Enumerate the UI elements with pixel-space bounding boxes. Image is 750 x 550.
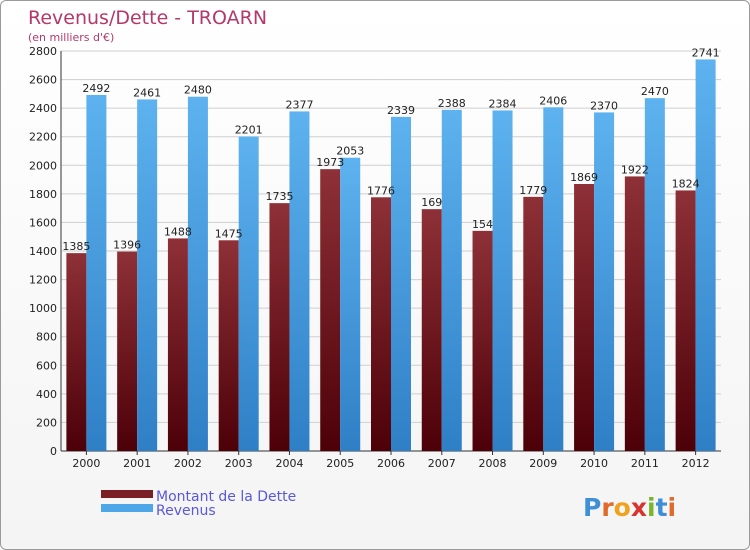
debt-data-label: 1735	[265, 190, 293, 203]
x-tick-label: 2012	[682, 457, 710, 470]
y-tick-label: 1800	[29, 188, 57, 201]
y-tick-label: 2000	[29, 159, 57, 172]
debt-data-label: 1973	[316, 156, 344, 169]
revenue-bar	[695, 59, 716, 452]
y-tick-label: 600	[36, 359, 57, 372]
debt-data-label: 1869	[570, 171, 598, 184]
revenue-data-label: 2339	[387, 104, 415, 117]
bars: 1385 2492 1396 2461 1488 2480 1475 2201 1735 2377…	[62, 46, 720, 452]
debt-data-label: 1396	[113, 239, 141, 252]
revenue-data-label: 2201	[235, 124, 263, 137]
debt-bar	[269, 203, 290, 451]
debt-bar	[675, 190, 696, 451]
x-tick-label: 2007	[428, 457, 456, 470]
x-tick-label: 2009	[529, 457, 557, 470]
debt-bar	[624, 176, 645, 451]
revenue-data-label: 2480	[184, 84, 212, 97]
x-tick-label: 2002	[174, 457, 202, 470]
revenue-bar	[492, 110, 513, 451]
debt-bar	[167, 238, 188, 451]
revenue-bar	[340, 157, 361, 451]
revenue-data-label: 2741	[692, 46, 720, 59]
debt-data-label: 1922	[621, 163, 649, 176]
y-tick-label: 200	[36, 416, 57, 429]
revenue-bar	[187, 96, 208, 451]
debt-data-label: 1824	[672, 177, 700, 190]
chart-subtitle: (en milliers d'€)	[28, 31, 114, 44]
y-tick-label: 2600	[29, 74, 57, 87]
legend-label-revenue: Revenus	[156, 503, 216, 519]
revenue-data-label: 2492	[82, 82, 110, 95]
x-tick-label: 2011	[631, 457, 659, 470]
x-tick-label: 2005	[326, 457, 354, 470]
debt-data-label: 1488	[164, 225, 192, 238]
legend-label-debt: Montant de la Dette	[156, 489, 296, 505]
debt-data-label: 1385	[62, 240, 90, 253]
x-tick-label: 2008	[479, 457, 507, 470]
revenue-bar	[391, 116, 411, 451]
x-tick-label: 2001	[123, 457, 151, 470]
y-tick-label: 1200	[29, 274, 57, 287]
proxiti-logo: Proxiti	[583, 493, 676, 522]
revenue-bar	[137, 99, 158, 451]
debt-data-label: 1779	[519, 184, 547, 197]
y-tick-label: 2400	[29, 102, 57, 115]
y-tick-label: 0	[50, 445, 57, 458]
debt-bar	[320, 169, 341, 451]
x-tick-label: 2010	[580, 457, 608, 470]
y-tick-label: 1600	[29, 216, 57, 229]
revenue-bar	[441, 109, 462, 451]
revenue-data-label: 2470	[641, 85, 669, 98]
debt-bar	[117, 251, 138, 451]
x-tick-label: 2003	[225, 457, 253, 470]
y-tick-label: 800	[36, 331, 57, 344]
y-axis: 0 200 400 600 800 1000 1200 1400 1600 1800 2000 220…	[29, 45, 721, 458]
y-tick-label: 2200	[29, 131, 57, 144]
revenue-data-label: 2388	[438, 97, 466, 110]
x-tick-label: 2006	[377, 457, 405, 470]
debt-bar	[421, 209, 442, 451]
y-tick-label: 1000	[29, 302, 57, 315]
debt-bar	[218, 240, 239, 451]
revenue-data-label: 2377	[285, 98, 313, 111]
legend-swatch-debt	[101, 490, 153, 498]
revenue-data-label: 2406	[539, 94, 567, 107]
revenue-data-label: 2370	[590, 99, 618, 112]
revenue-data-label: 2461	[133, 86, 161, 99]
x-tick-label: 2000	[72, 457, 100, 470]
logo-text: Proxiti	[583, 493, 676, 522]
revenue-bar	[289, 111, 310, 451]
debt-bar	[523, 196, 544, 451]
debt-bar	[371, 197, 391, 451]
debt-data-label: 1776	[367, 184, 395, 197]
legend-swatch-revenue	[101, 504, 153, 512]
y-tick-label: 400	[36, 388, 57, 401]
y-tick-label: 1400	[29, 245, 57, 258]
revenue-bar	[644, 98, 665, 452]
revenue-data-label: 2053	[336, 145, 364, 158]
revenue-bar	[543, 107, 564, 452]
revenue-bar	[238, 136, 259, 452]
chart-title: Revenus/Dette - TROARN	[28, 7, 267, 29]
y-tick-label: 2800	[29, 45, 57, 58]
debt-data-label: 154	[472, 218, 493, 231]
revenue-bar	[594, 112, 615, 451]
debt-data-label: 169	[421, 196, 442, 209]
revenue-bar	[86, 95, 107, 451]
debt-data-label: 1475	[215, 227, 243, 240]
revenue-data-label: 2384	[489, 97, 517, 110]
debt-bar	[574, 184, 595, 451]
debt-bar	[66, 253, 87, 451]
x-tick-label: 2004	[275, 457, 303, 470]
debt-bar	[472, 230, 493, 451]
x-axis: 2000 2001 2002 2003 2004 2005 2006 2007 2008 2009…	[72, 451, 710, 470]
